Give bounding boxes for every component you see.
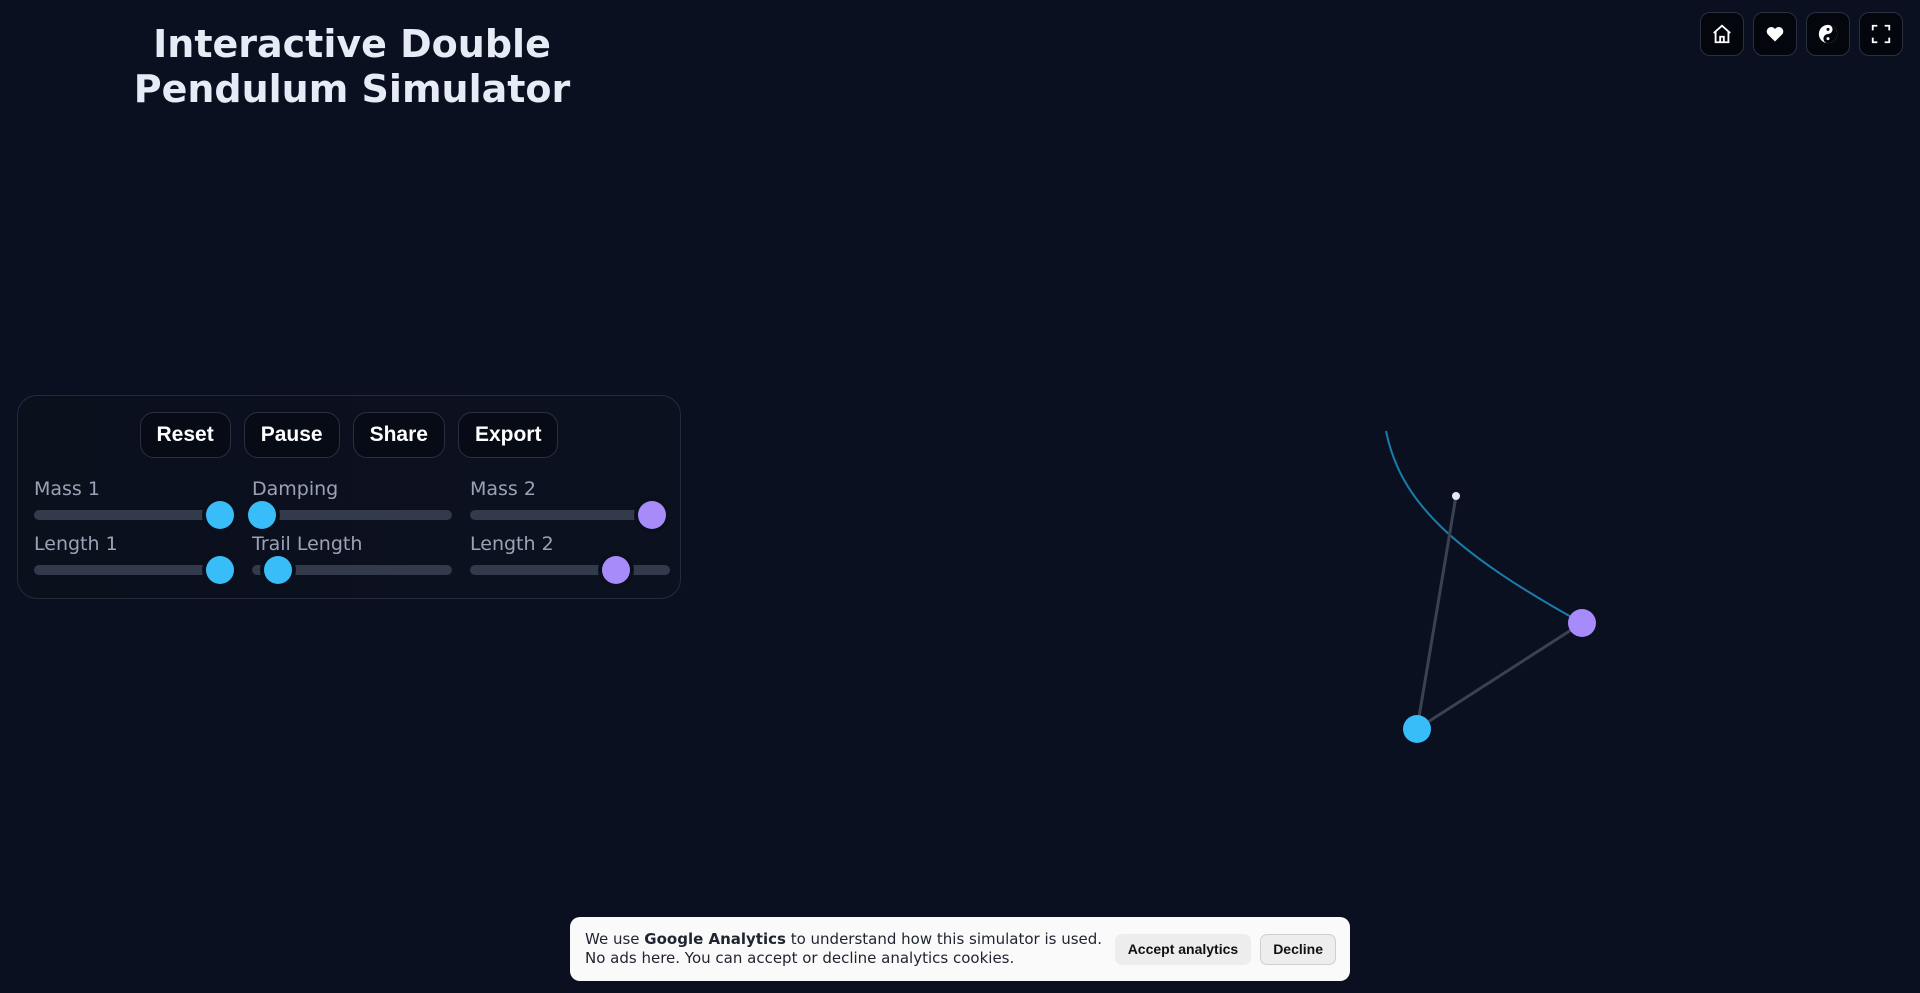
pivot [1452,492,1460,500]
slider-thumb[interactable] [206,556,234,584]
bob-2[interactable] [1568,609,1596,637]
fullscreen-button[interactable] [1859,12,1903,56]
share-button[interactable]: Share [352,412,445,458]
export-button[interactable]: Export [457,412,559,458]
slider-label: Mass 2 [470,478,536,500]
cookie-text-bold: Google Analytics [644,930,786,948]
cookie-banner: We use Google Analytics to understand ho… [570,917,1350,981]
length-2-control: Length 2 [470,533,670,584]
home-icon [1713,24,1731,44]
slider-thumb[interactable] [638,501,666,529]
length-1-slider[interactable] [34,556,234,584]
slider-label: Damping [252,478,339,500]
slider-thumb[interactable] [206,501,234,529]
slider-label: Trail Length [252,533,363,555]
slider-label: Length 2 [470,533,554,555]
length-2-slider[interactable] [470,556,670,584]
mass-2-control: Mass 2 [470,478,670,529]
slider-label: Length 1 [34,533,118,555]
damping-control: Damping [248,478,452,529]
pause-button[interactable]: Pause [243,412,340,458]
rod-2 [1416,621,1583,731]
slider-thumb[interactable] [264,556,292,584]
bob-1[interactable] [1403,715,1431,743]
theme-button[interactable] [1806,12,1850,56]
mass-1-control: Mass 1 [34,478,234,529]
rod-1 [1415,495,1458,730]
mass-1-slider[interactable] [34,501,234,529]
trail-length-control: Trail Length [252,533,452,584]
damping-slider[interactable] [248,501,452,529]
slider-thumb[interactable] [248,501,276,529]
length-1-control: Length 1 [34,533,234,584]
cookie-message: We use Google Analytics to understand ho… [585,930,1105,968]
trail-length-slider[interactable] [252,556,452,584]
trail [1385,430,1583,624]
cookie-text: We use [585,930,645,948]
control-panel: Reset Pause Share Export Mass 1 Damping … [17,395,681,599]
home-button[interactable] [1700,12,1744,56]
page-title: Interactive Double Pendulum Simulator [133,22,571,111]
heart-icon [1766,26,1784,42]
favorite-button[interactable] [1753,12,1797,56]
accept-analytics-button[interactable]: Accept analytics [1114,933,1252,965]
reset-button[interactable]: Reset [139,412,231,458]
mass-2-slider[interactable] [470,501,670,529]
top-toolbar [1700,12,1903,56]
decline-button[interactable]: Decline [1260,933,1336,965]
fullscreen-icon [1871,24,1891,44]
yin-yang-icon [1818,24,1838,44]
cookie-text: to understand how this simulator is used… [585,930,1103,967]
slider-thumb[interactable] [602,556,630,584]
slider-label: Mass 1 [34,478,100,500]
